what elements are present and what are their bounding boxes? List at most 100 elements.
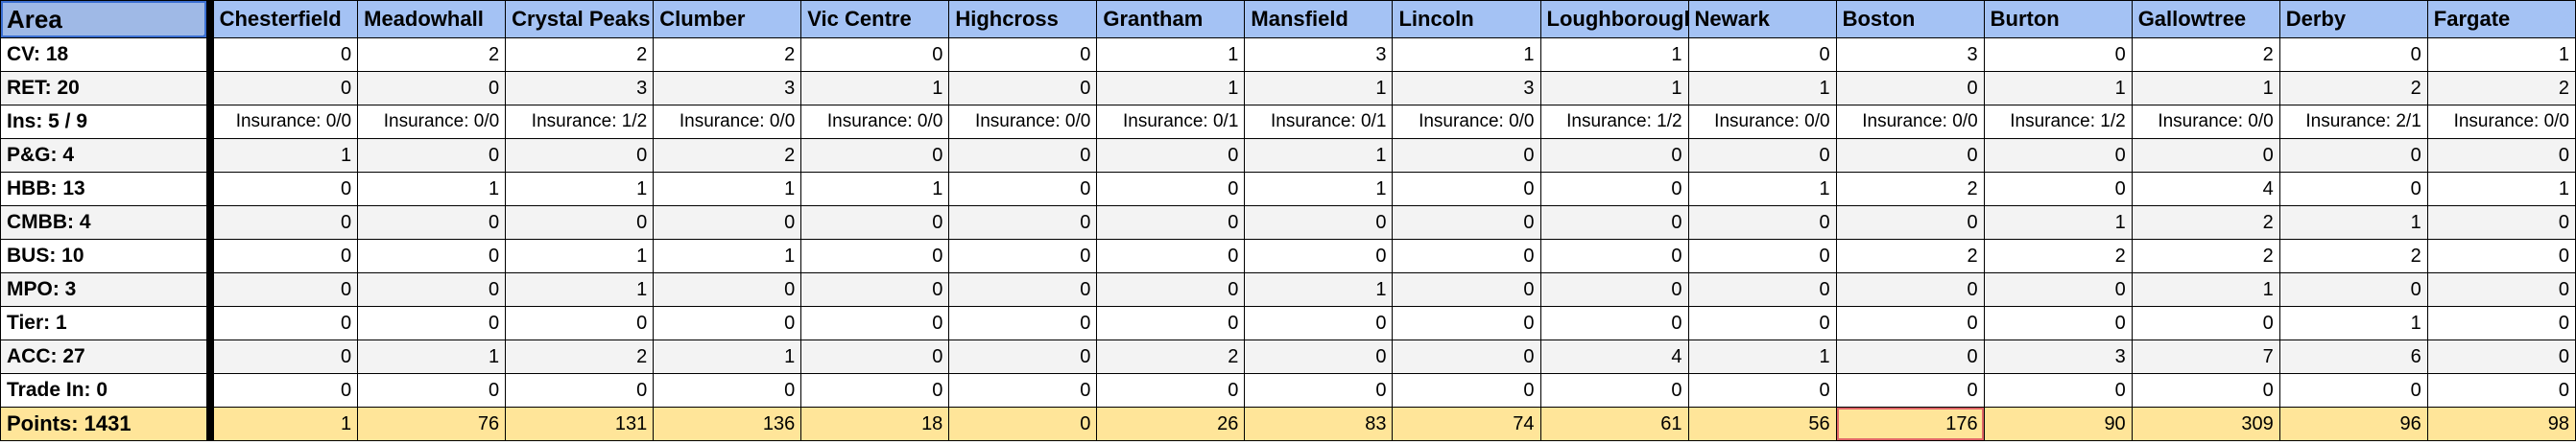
table-cell[interactable]: 0 <box>1539 138 1689 173</box>
table-cell[interactable]: 0 <box>948 239 1098 273</box>
table-cell[interactable]: 0 <box>1392 172 1541 206</box>
table-cell[interactable]: 0 <box>357 306 507 340</box>
table-cell[interactable]: 0 <box>653 272 802 307</box>
table-cell[interactable]: 0 <box>2426 373 2576 408</box>
column-header-chesterfield[interactable]: Chesterfield <box>209 0 359 38</box>
table-cell[interactable]: Insurance: 0/0 <box>357 105 507 139</box>
table-cell[interactable]: 0 <box>653 373 802 408</box>
table-cell[interactable]: 2 <box>2278 71 2428 105</box>
table-cell[interactable]: 1 <box>653 239 802 273</box>
table-cell[interactable]: 2 <box>2131 37 2280 72</box>
table-cell[interactable]: 1 <box>1539 37 1689 72</box>
column-header-highcross[interactable]: Highcross <box>948 0 1098 38</box>
table-cell[interactable]: 0 <box>1096 138 1246 173</box>
table-cell[interactable]: Insurance: 0/0 <box>2131 105 2280 139</box>
table-cell[interactable]: 1 <box>2278 205 2428 240</box>
table-cell[interactable]: 4 <box>2131 172 2280 206</box>
table-cell[interactable]: 0 <box>1096 205 1246 240</box>
table-cell[interactable]: 0 <box>800 138 950 173</box>
table-cell[interactable]: 0 <box>357 272 507 307</box>
table-cell[interactable]: 0 <box>1539 373 1689 408</box>
table-cell[interactable]: 0 <box>948 272 1098 307</box>
table-cell[interactable]: 0 <box>948 138 1098 173</box>
table-cell[interactable]: 0 <box>1687 272 1837 307</box>
table-cell[interactable]: 2 <box>653 138 802 173</box>
table-cell[interactable]: 1 <box>1392 37 1541 72</box>
row-header[interactable]: BUS: 10 <box>0 239 214 273</box>
table-cell[interactable]: 0 <box>1539 239 1689 273</box>
table-cell[interactable]: 1 <box>209 138 359 173</box>
table-cell[interactable]: 1 <box>800 71 950 105</box>
table-cell[interactable]: 1 <box>357 172 507 206</box>
points-row-header[interactable]: Points: 1431 <box>0 407 214 441</box>
table-cell[interactable]: 0 <box>1539 306 1689 340</box>
table-cell[interactable]: 1 <box>2131 272 2280 307</box>
table-cell[interactable]: 1 <box>2131 71 2280 105</box>
table-cell[interactable]: 0 <box>1539 205 1689 240</box>
points-cell[interactable]: 76 <box>357 407 507 441</box>
row-header[interactable]: P&G: 4 <box>0 138 214 173</box>
row-header[interactable]: Trade In: 0 <box>0 373 214 408</box>
points-cell[interactable]: 18 <box>800 407 950 441</box>
table-cell[interactable]: 0 <box>948 37 1098 72</box>
table-cell[interactable]: 0 <box>1835 272 1985 307</box>
table-cell[interactable]: 1 <box>1983 71 2133 105</box>
table-cell[interactable]: 0 <box>209 172 359 206</box>
table-cell[interactable]: 1 <box>653 172 802 206</box>
row-header[interactable]: Tier: 1 <box>0 306 214 340</box>
table-cell[interactable]: 0 <box>948 71 1098 105</box>
table-cell[interactable]: 0 <box>357 205 507 240</box>
table-cell[interactable]: 1 <box>357 340 507 374</box>
table-cell[interactable]: 0 <box>1244 239 1394 273</box>
column-header-crystal-peaks[interactable]: Crystal Peaks <box>505 0 655 38</box>
table-cell[interactable]: 0 <box>2426 205 2576 240</box>
row-header[interactable]: ACC: 27 <box>0 340 214 374</box>
column-header-grantham[interactable]: Grantham <box>1096 0 1246 38</box>
table-cell[interactable]: 0 <box>1687 37 1837 72</box>
table-cell[interactable]: 0 <box>209 239 359 273</box>
points-cell[interactable]: 98 <box>2426 407 2576 441</box>
table-cell[interactable]: 0 <box>2426 239 2576 273</box>
table-cell[interactable]: 6 <box>2278 340 2428 374</box>
table-cell[interactable]: 0 <box>1835 138 1985 173</box>
table-cell[interactable]: 2 <box>357 37 507 72</box>
table-cell[interactable]: 0 <box>1244 306 1394 340</box>
table-cell[interactable]: 1 <box>1096 37 1246 72</box>
table-cell[interactable]: Insurance: 0/0 <box>653 105 802 139</box>
table-cell[interactable]: 0 <box>1096 373 1246 408</box>
table-cell[interactable]: 0 <box>1539 172 1689 206</box>
table-cell[interactable]: 0 <box>1687 373 1837 408</box>
table-cell[interactable]: 0 <box>2426 340 2576 374</box>
table-cell[interactable]: 0 <box>209 71 359 105</box>
table-cell[interactable]: Insurance: 0/0 <box>1835 105 1985 139</box>
table-cell[interactable]: 0 <box>2426 272 2576 307</box>
table-cell[interactable]: 0 <box>653 205 802 240</box>
table-cell[interactable]: 0 <box>1983 272 2133 307</box>
table-cell[interactable]: 2 <box>505 37 655 72</box>
row-header[interactable]: HBB: 13 <box>0 172 214 206</box>
table-cell[interactable]: 1 <box>505 272 655 307</box>
column-header-vic-centre[interactable]: Vic Centre <box>800 0 950 38</box>
table-cell[interactable]: Insurance: 2/1 <box>2278 105 2428 139</box>
table-cell[interactable]: 7 <box>2131 340 2280 374</box>
selection-handle-icon[interactable] <box>203 34 210 38</box>
column-header-loughborough[interactable]: Loughborough <box>1539 0 1689 38</box>
table-cell[interactable]: 1 <box>800 172 950 206</box>
table-cell[interactable]: 2 <box>653 37 802 72</box>
column-header-newark[interactable]: Newark <box>1687 0 1837 38</box>
table-cell[interactable]: 0 <box>2131 306 2280 340</box>
table-cell[interactable]: 0 <box>1835 306 1985 340</box>
points-cell[interactable]: 96 <box>2278 407 2428 441</box>
table-cell[interactable]: 1 <box>505 172 655 206</box>
table-cell[interactable]: 0 <box>2426 306 2576 340</box>
table-cell[interactable]: 1 <box>1244 71 1394 105</box>
table-cell[interactable]: 0 <box>209 340 359 374</box>
table-cell[interactable]: 0 <box>1983 373 2133 408</box>
points-cell[interactable]: 309 <box>2131 407 2280 441</box>
table-cell[interactable]: 0 <box>800 340 950 374</box>
table-cell[interactable]: 0 <box>209 272 359 307</box>
column-header-gallowtree[interactable]: Gallowtree <box>2131 0 2280 38</box>
table-cell[interactable]: 3 <box>1392 71 1541 105</box>
table-cell[interactable]: 0 <box>209 306 359 340</box>
table-cell[interactable]: 0 <box>1983 306 2133 340</box>
